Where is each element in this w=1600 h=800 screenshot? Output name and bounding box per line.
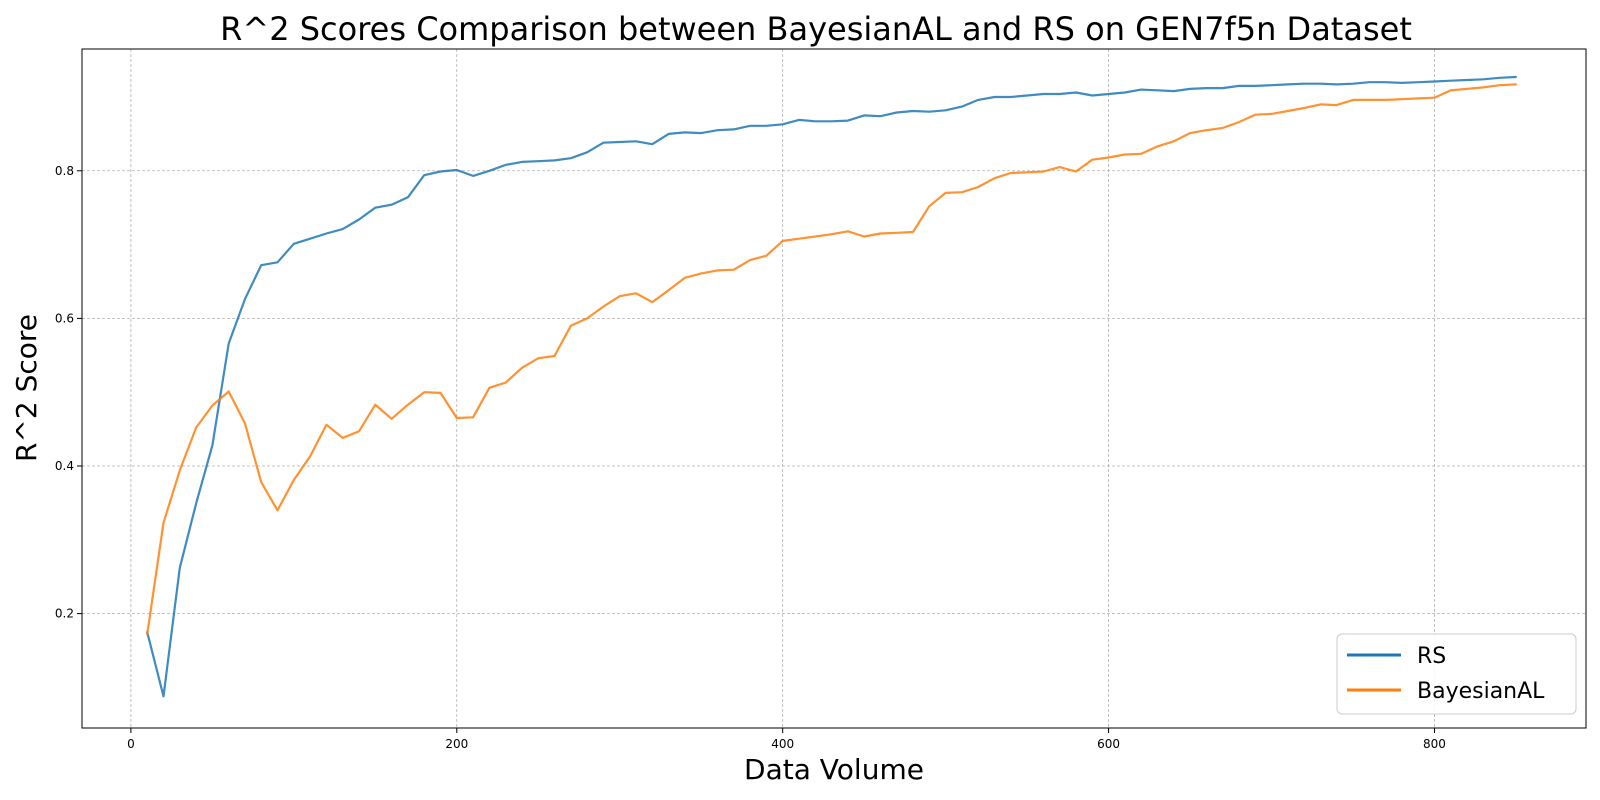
series-lines — [146, 75, 1518, 698]
x-tick-label: 0 — [127, 737, 135, 751]
grid-lines — [82, 49, 1586, 728]
series-line-rs — [146, 75, 1518, 698]
axis-ticks: 0 200 400 600 800 0.2 0.4 0.6 0.8 — [55, 164, 1446, 751]
x-tick-label: 400 — [771, 737, 794, 751]
x-tick-label: 800 — [1423, 737, 1446, 751]
x-axis-label: Data Volume — [744, 753, 924, 786]
legend: RS BayesianAL — [1336, 633, 1577, 715]
y-tick-label: 0.4 — [55, 459, 74, 473]
x-tick-label: 200 — [445, 737, 468, 751]
chart-title: R^2 Scores Comparison between BayesianAL… — [220, 10, 1412, 48]
legend-label-rs: RS — [1417, 644, 1446, 669]
y-tick-label: 0.8 — [55, 164, 74, 178]
y-tick-label: 0.2 — [55, 607, 74, 621]
y-axis-label: R^2 Score — [10, 314, 43, 462]
legend-label-bayesianal: BayesianAL — [1417, 679, 1545, 704]
plot-area-frame — [81, 48, 1587, 729]
series-line-bayesianal — [146, 83, 1518, 636]
y-tick-label: 0.6 — [55, 311, 74, 325]
x-tick-label: 600 — [1097, 737, 1120, 751]
